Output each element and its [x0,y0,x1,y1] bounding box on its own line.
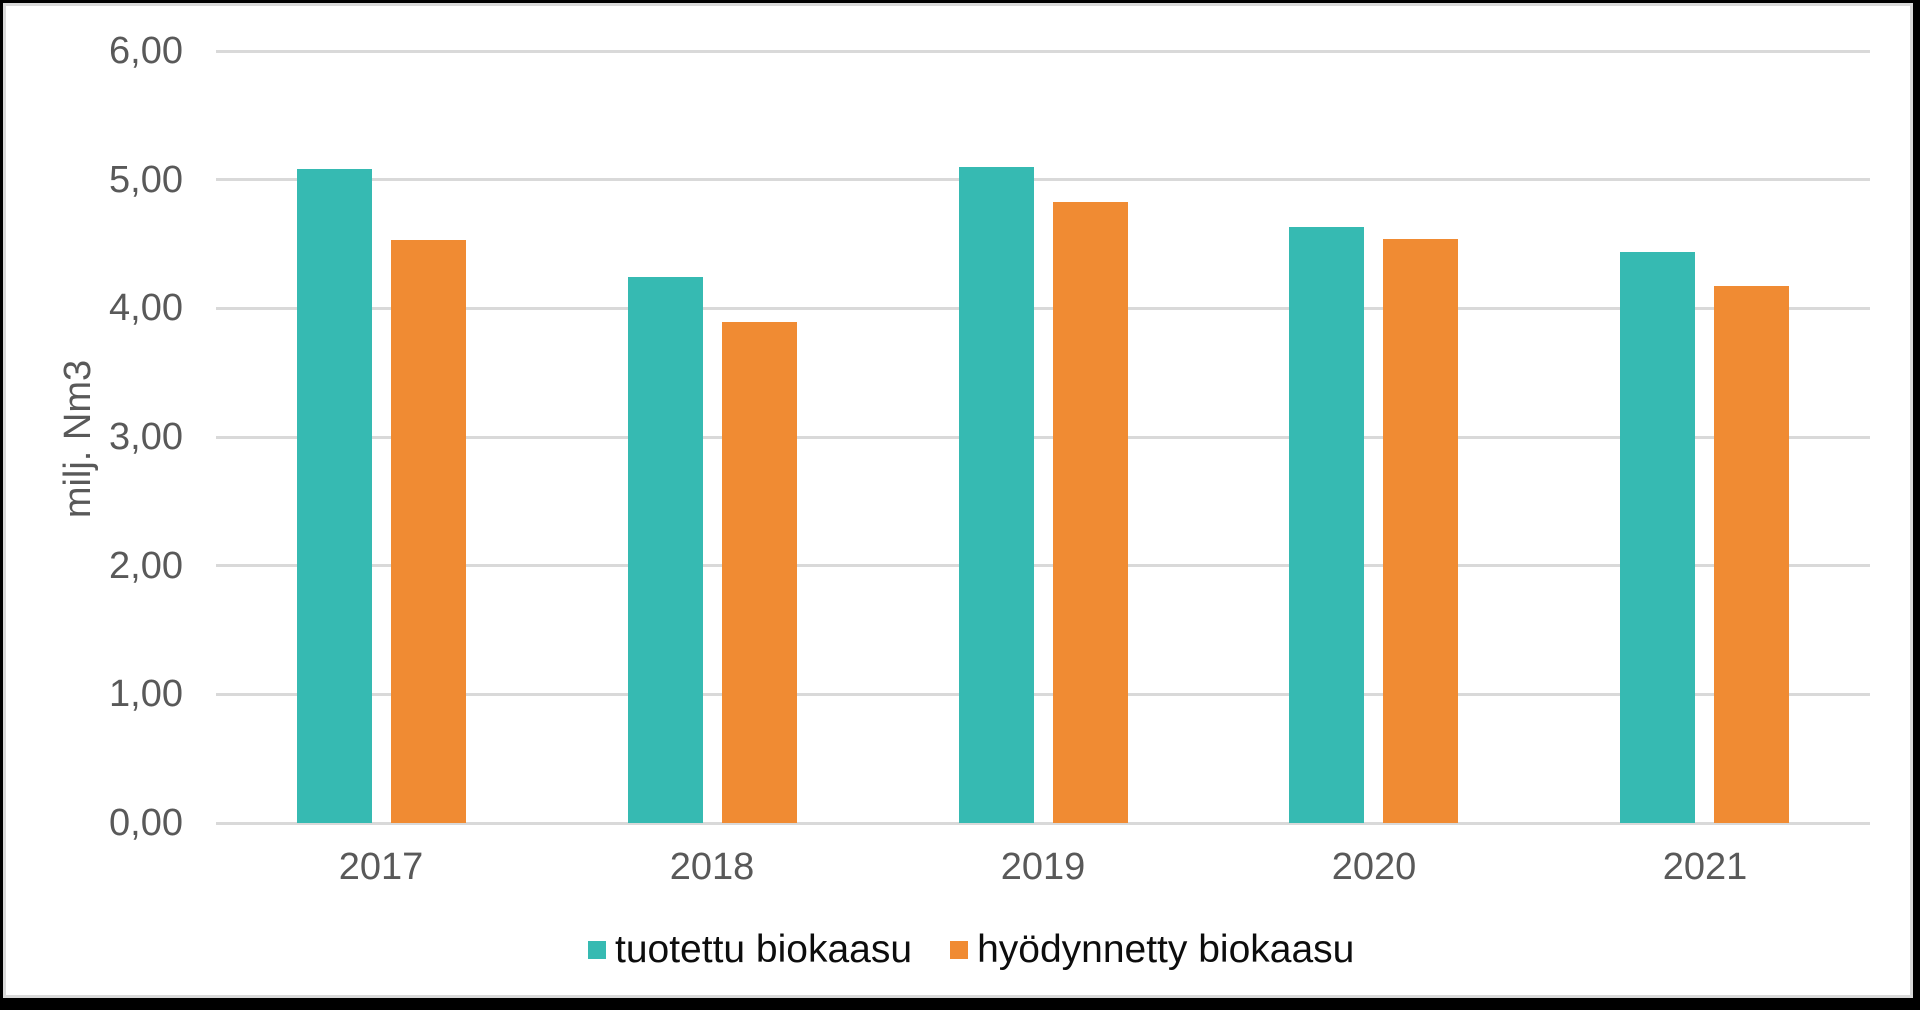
y-tick-label: 3,00 [109,416,183,458]
legend-label-hyodynnetty-biokaasu: hyödynnetty biokaasu [977,928,1355,971]
bar-tuotettu-biokaasu-2020 [1289,227,1364,823]
y-tick-label: 2,00 [109,544,183,587]
x-axis-label: 2017 [338,846,424,888]
bar-tuotettu-biokaasu-2019 [959,167,1034,823]
gridline [216,306,1870,310]
gridline [216,435,1870,439]
chart-panel: 0,00 1,00 2,00 3,00 4,00 5,00 6,00 milj. Nm3 2… [3,3,1913,998]
y-tick-label: 4,00 [109,287,183,330]
bar-hyodynnetty-biokaasu-2019 [1053,202,1128,823]
legend: tuotettu biokaasu hyödynnetty biokaasu [588,925,1354,975]
x-axis-line [216,821,1870,825]
bar-tuotettu-biokaasu-2017 [297,169,372,823]
gridline [216,692,1870,696]
y-axis-title: milj. Nm3 [57,359,99,519]
gridline [216,178,1870,182]
y-tick-label: 5,00 [109,158,183,201]
legend-label-tuotettu-biokaasu: tuotettu biokaasu [615,928,913,971]
legend-swatch-hyodynnetty-biokaasu [950,941,969,959]
x-axis-label: 2021 [1662,846,1748,888]
legend-entry-hyodynnetty-biokaasu: hyödynnetty biokaasu [950,926,1354,974]
gridline [216,564,1870,568]
legend-entry-tuotettu-biokaasu: tuotettu biokaasu [588,926,912,974]
bar-hyodynnetty-biokaasu-2018 [722,322,797,823]
x-axis-label: 2018 [669,846,755,888]
bar-tuotettu-biokaasu-2018 [628,277,703,823]
y-tick-label: 0,00 [109,802,183,844]
bar-hyodynnetty-biokaasu-2021 [1714,286,1789,823]
bar-chart: 0,00 1,00 2,00 3,00 4,00 5,00 6,00 milj. Nm3 2… [3,3,1920,1010]
x-axis-label: 2020 [1331,846,1417,888]
legend-swatch-tuotettu-biokaasu [588,941,606,959]
x-axis-label: 2019 [1000,846,1086,888]
y-tick-label: 6,00 [109,30,183,72]
y-tick-label: 1,00 [109,673,183,716]
gridline [216,49,1870,53]
bar-tuotettu-biokaasu-2021 [1620,252,1695,823]
bar-hyodynnetty-biokaasu-2020 [1383,239,1458,823]
bar-hyodynnetty-biokaasu-2017 [391,240,466,823]
